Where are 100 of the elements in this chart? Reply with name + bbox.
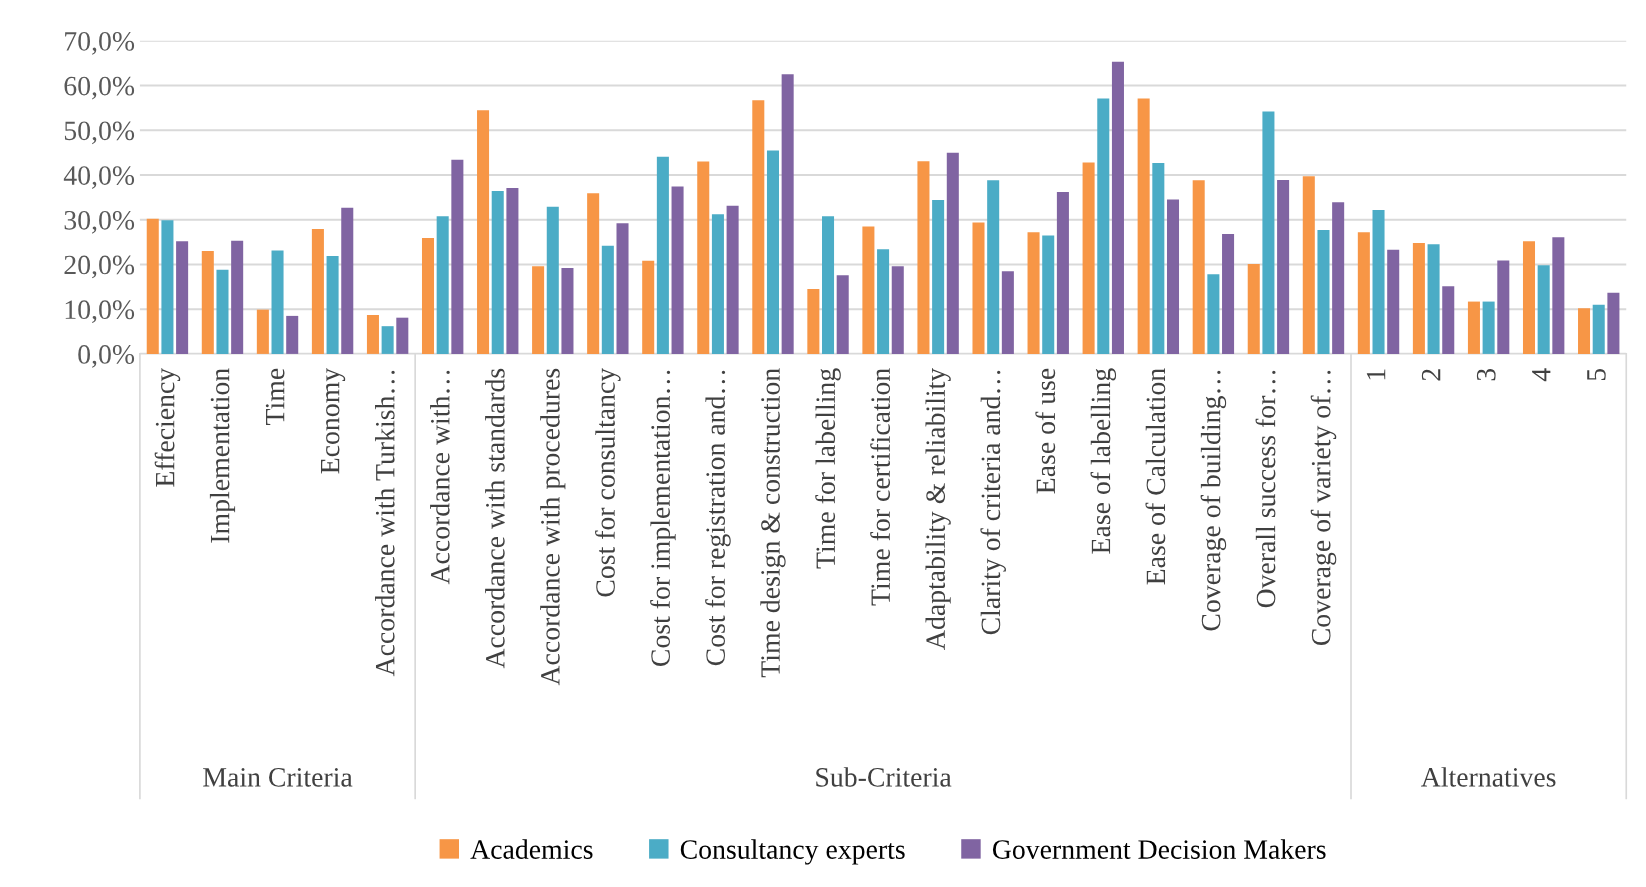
- bar: [766, 150, 779, 354]
- x-tick-label: Ease of Calculation: [1145, 368, 1166, 585]
- bar: [1592, 304, 1605, 354]
- bar: [477, 110, 490, 354]
- x-tick-label: Time for certification: [870, 368, 891, 606]
- x-tick-label: Adaptability & reliability: [925, 367, 951, 650]
- x-tick-label: Accordance with…: [430, 370, 450, 585]
- y-tick-label: 30,0%: [64, 210, 135, 234]
- bar: [256, 309, 269, 354]
- x-tick-label: Time design & construction: [760, 368, 786, 678]
- bar: [366, 315, 379, 354]
- bar: [1262, 111, 1275, 354]
- x-tick-label: Ease of use: [1035, 368, 1056, 494]
- bar: [1247, 264, 1260, 354]
- bar: [396, 317, 409, 354]
- bar: [176, 241, 189, 354]
- x-tick-label: Accordance with procedures: [540, 368, 566, 686]
- bar: [532, 266, 545, 354]
- text: Sub-Criteria: [816, 767, 952, 787]
- x-tick-label: Effeciency: [154, 367, 181, 487]
- bar: [546, 206, 559, 354]
- bar: [946, 152, 959, 354]
- bar: [891, 266, 904, 354]
- bar: [1607, 292, 1620, 354]
- bar: [1412, 242, 1425, 354]
- text: Alternatives: [1421, 767, 1556, 787]
- bar: [561, 268, 574, 354]
- x-tick-label: Overall success for…: [1255, 370, 1276, 608]
- bar: [697, 161, 710, 354]
- x-tick-label: 2: [1421, 369, 1441, 381]
- bar: [726, 205, 739, 354]
- bar: [781, 74, 794, 354]
- x-tick-label: Time: [265, 368, 285, 425]
- bar: [616, 223, 629, 354]
- bar: [836, 275, 849, 354]
- y-tick-label: 70,0%: [65, 31, 135, 55]
- bar: [1467, 301, 1480, 354]
- x-tick-label: Accordance with standards: [485, 368, 505, 669]
- bar: [381, 326, 394, 354]
- bar: [822, 216, 835, 354]
- bar: [1357, 232, 1370, 354]
- y-tick-label: 20,0%: [64, 255, 135, 279]
- bar: [1001, 271, 1014, 354]
- bar: [201, 251, 214, 354]
- bar: [271, 250, 284, 354]
- bar: [587, 193, 600, 354]
- bar: [436, 216, 449, 354]
- legend-label: Academics: [470, 839, 593, 859]
- bar: [286, 315, 299, 354]
- bar: [671, 186, 684, 354]
- bar: [161, 220, 174, 354]
- x-tick-label: 1: [1366, 369, 1386, 380]
- bar: [451, 159, 464, 354]
- x-tick-label: Cost for registration and…: [705, 370, 731, 666]
- bar: [1427, 244, 1440, 354]
- bar: [1277, 179, 1290, 354]
- bar: [1137, 98, 1150, 354]
- bar: [752, 100, 765, 354]
- bar: [1332, 202, 1345, 354]
- bar: [1097, 98, 1110, 354]
- bar: [1482, 301, 1495, 354]
- x-tick-label: 4: [1532, 368, 1551, 382]
- x-tick-label: Accordance with Turkish…: [375, 370, 395, 677]
- bar: [1387, 249, 1400, 354]
- bar: [1152, 162, 1165, 354]
- y-tick-label: 60,0%: [64, 76, 135, 100]
- bar: [1442, 286, 1455, 354]
- bar: [656, 156, 669, 354]
- bar: [917, 161, 930, 354]
- bar: [1537, 265, 1550, 354]
- bar: [711, 214, 724, 354]
- bar: [877, 249, 890, 354]
- bar: [1302, 176, 1315, 354]
- bar: [341, 207, 354, 354]
- y-tick-label: 40,0%: [63, 166, 135, 189]
- bar: [506, 187, 519, 354]
- x-tick-label: Economy: [320, 367, 346, 474]
- x-tick-label: Cost for consultancy: [595, 367, 621, 597]
- x-tick-label: Implementation: [209, 368, 236, 543]
- bar: [231, 240, 244, 354]
- legend-label: Consultancy experts: [680, 839, 905, 865]
- y-tick-label: 0,0%: [78, 345, 135, 368]
- x-tick-label: Coverage of building…: [1200, 370, 1227, 631]
- bar: [1027, 232, 1040, 354]
- bar: [146, 218, 159, 354]
- bar: [1578, 308, 1591, 354]
- bar: [642, 260, 655, 354]
- x-tick-label: Cost for implementation…: [650, 370, 676, 667]
- bar: [1111, 61, 1124, 354]
- bar: [987, 180, 1000, 354]
- bar: [972, 222, 985, 354]
- bar: [216, 269, 229, 354]
- y-tick-label: 10,0%: [65, 300, 135, 324]
- x-tick-label: 3: [1476, 368, 1496, 381]
- bar: [1372, 209, 1385, 354]
- bar: [421, 238, 435, 354]
- bar: [491, 191, 504, 354]
- bar: [1317, 230, 1330, 354]
- bar: [1056, 191, 1069, 354]
- x-tick-label: Coverage of variety of…: [1310, 370, 1337, 646]
